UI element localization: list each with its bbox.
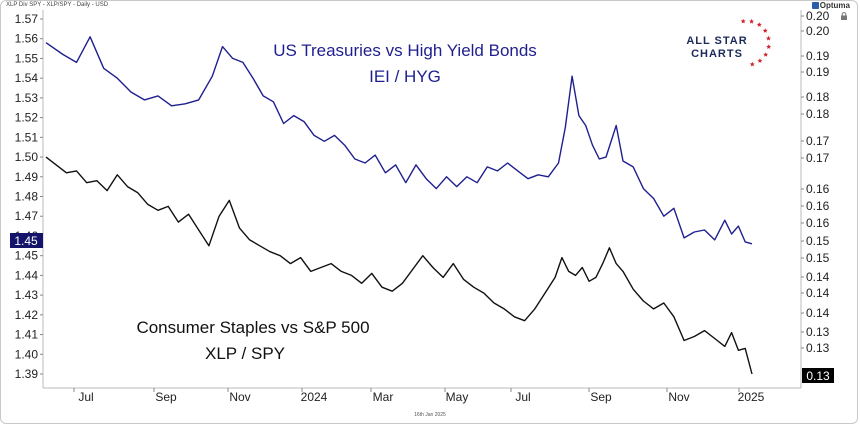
left-tick-label: 1.49 xyxy=(15,170,39,184)
right-tick-label: 0.18 xyxy=(806,90,830,104)
optuma-icon xyxy=(811,2,819,9)
optuma-brand: Optuma xyxy=(811,1,850,10)
right-tick-label: 0.17 xyxy=(806,134,830,148)
chart-info-text: XLP Div SPY - XLP/SPY - Daily - USD xyxy=(6,2,109,8)
star-icon xyxy=(766,35,771,41)
left-tick-label: 1.42 xyxy=(15,308,39,322)
right-current-value-badge: 0.13 xyxy=(802,368,834,383)
x-tick-label: May xyxy=(446,390,469,404)
series-line-xlp-spy xyxy=(45,156,753,375)
logo-stars xyxy=(740,18,772,67)
x-tick-label: Jul xyxy=(515,390,530,404)
left-tick-label: 1.57 xyxy=(15,12,39,26)
x-tick-label: 2025 xyxy=(738,390,765,404)
star-icon xyxy=(756,22,762,27)
logo-line-1: ALL STAR xyxy=(686,35,747,47)
star-icon xyxy=(763,52,769,57)
right-tick-label: 0.16 xyxy=(806,216,830,230)
left-tick-label: 1.50 xyxy=(15,150,39,164)
left-tick-label: 1.56 xyxy=(15,32,39,46)
right-tick-label: 0.16 xyxy=(806,182,830,196)
series-name-iei-hyg: US Treasuries vs High Yield Bonds xyxy=(273,41,537,60)
star-icon xyxy=(749,18,754,24)
x-axis-ticks: Jul Sep Nov 2024 Mar May Jul Sep Nov 2025 xyxy=(73,388,765,404)
x-tick-label: Mar xyxy=(373,390,394,404)
right-tick-label: 0.19 xyxy=(806,49,830,63)
left-tick-label: 1.47 xyxy=(15,209,39,223)
left-tick-label: 1.39 xyxy=(15,367,39,381)
x-tick-label: Sep xyxy=(155,390,177,404)
optuma-label: Optuma xyxy=(819,1,850,10)
star-icon xyxy=(749,61,755,67)
lock-icon[interactable] xyxy=(840,12,848,20)
series-subtitle-xlp-spy: XLP / SPY xyxy=(205,344,285,363)
right-tick-label: 0.15 xyxy=(806,251,830,265)
all-star-charts-logo: ALL STAR CHARTS xyxy=(686,18,772,67)
left-current-value: 1.45 xyxy=(14,234,38,248)
left-current-value-badge: 1.45 xyxy=(10,233,43,248)
star-icon xyxy=(762,28,768,33)
x-tick-label: 2024 xyxy=(301,390,328,404)
left-tick-label: 1.45 xyxy=(15,249,39,263)
star-icon xyxy=(740,18,746,24)
right-tick-label: 0.16 xyxy=(806,199,830,213)
right-tick-label: 0.15 xyxy=(806,234,830,248)
right-tick-label: 0.20 xyxy=(806,9,830,23)
series-name-xlp-spy: Consumer Staples vs S&P 500 xyxy=(136,318,369,337)
right-current-value: 0.13 xyxy=(806,369,830,383)
star-icon xyxy=(766,44,772,49)
x-tick-label: Nov xyxy=(229,390,250,404)
right-axis-ticks: 0.200.20 0.19 0.19 0.18 0.18 0.17 0.17 0.16 0.16… xyxy=(801,9,830,355)
left-tick-label: 1.54 xyxy=(15,71,39,85)
left-tick-label: 1.51 xyxy=(15,130,39,144)
left-tick-label: 1.43 xyxy=(15,288,39,302)
right-tick-label: 0.17 xyxy=(806,151,830,165)
star-icon xyxy=(757,58,763,63)
x-tick-label: Nov xyxy=(668,390,689,404)
right-tick-label: 0.20 xyxy=(806,24,830,38)
right-tick-label: 0.14 xyxy=(806,286,830,300)
x-tick-label: Jul xyxy=(78,390,93,404)
footer-date: 16th Jan 2025 xyxy=(414,412,446,418)
left-tick-label: 1.48 xyxy=(15,190,39,204)
right-tick-label: 0.14 xyxy=(806,270,830,284)
series-subtitle-iei-hyg: IEI / HYG xyxy=(369,67,441,86)
x-tick-label: Sep xyxy=(590,390,612,404)
right-tick-label: 0.18 xyxy=(806,107,830,121)
left-tick-label: 1.40 xyxy=(15,347,39,361)
right-tick-label: 0.19 xyxy=(806,65,830,79)
logo-line-2: CHARTS xyxy=(691,48,743,60)
right-tick-label: 0.13 xyxy=(806,341,830,355)
series-line-iei-hyg xyxy=(45,36,753,245)
left-tick-label: 1.44 xyxy=(15,268,39,282)
left-tick-label: 1.41 xyxy=(15,328,39,342)
left-axis-ticks: 1.57 1.56 1.55 1.54 1.53 1.52 1.51 1.50 1.49 1.48… xyxy=(15,12,43,381)
right-tick-label: 0.13 xyxy=(806,325,830,339)
right-tick-label: 0.14 xyxy=(806,306,830,320)
left-tick-label: 1.53 xyxy=(15,91,39,105)
left-tick-label: 1.52 xyxy=(15,111,39,125)
left-tick-label: 1.55 xyxy=(15,51,39,65)
